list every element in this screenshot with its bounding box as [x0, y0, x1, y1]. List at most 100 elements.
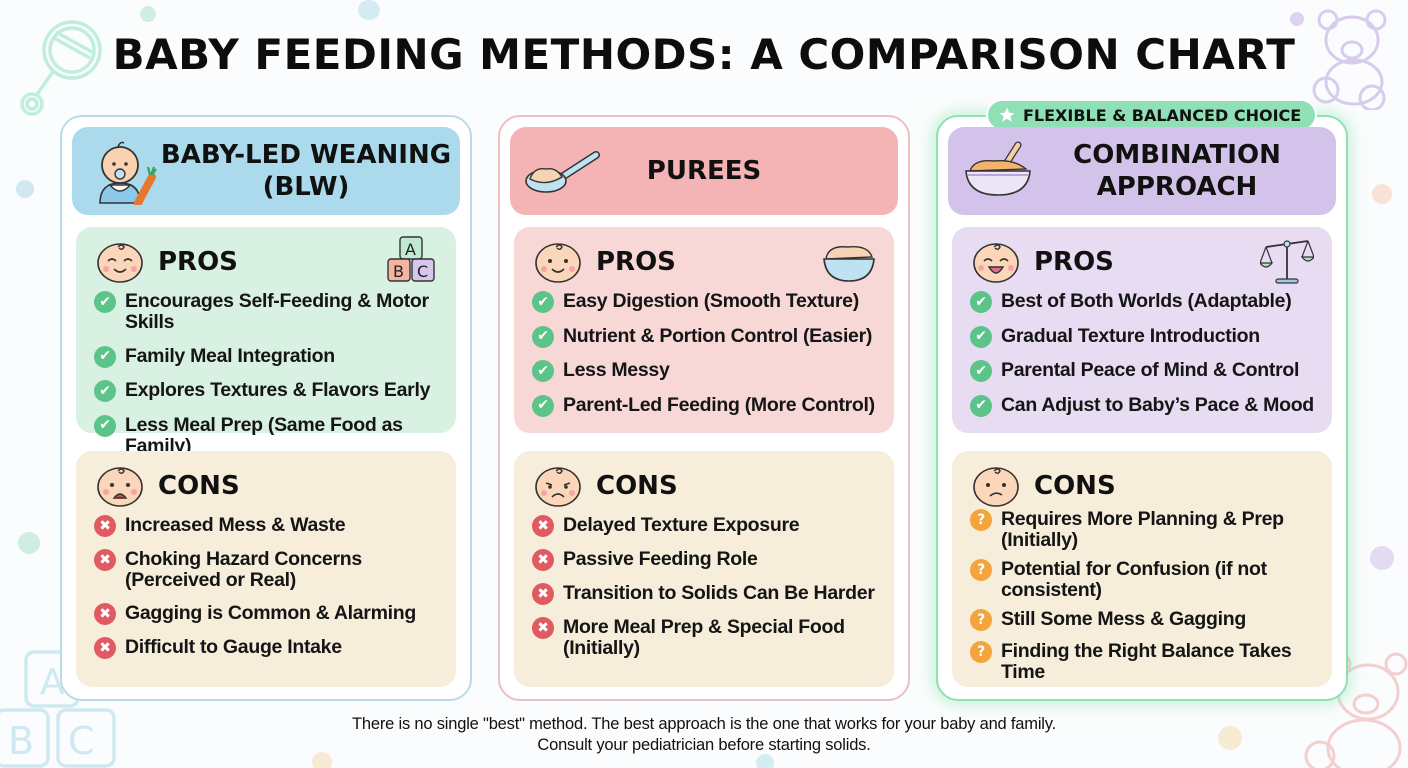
cons-list: ? Requires More Planning & Prep (Initiall… — [970, 509, 1316, 683]
check-icon: ✔ — [532, 291, 554, 313]
x-icon: ✖ — [532, 617, 554, 639]
pros-item: ✔ Gradual Texture Introduction — [970, 325, 1316, 348]
column-baby-led-weaning: BABY-LED WEANING (BLW) PROS A B C ✔ Encou… — [60, 115, 472, 701]
pros-item: ✔ Family Meal Integration — [94, 345, 440, 368]
unsure-baby-icon — [973, 467, 1019, 507]
cons-item: ? Finding the Right Balance Takes Time — [970, 641, 1316, 683]
cons-panel: CONS ✖ Delayed Texture Exposure ✖ Passive … — [514, 451, 894, 687]
cons-item: ? Requires More Planning & Prep (Initiall… — [970, 509, 1316, 551]
column-header: COMBINATION APPROACH — [948, 127, 1336, 215]
check-icon: ✔ — [94, 291, 116, 313]
svg-text:C: C — [417, 262, 428, 281]
pros-item: ✔ Can Adjust to Baby’s Pace & Mood — [970, 394, 1316, 417]
decor-dot — [1370, 546, 1394, 570]
cons-item: ✖ Delayed Texture Exposure — [532, 515, 878, 537]
cons-label: CONS — [596, 471, 678, 501]
check-icon: ✔ — [970, 291, 992, 313]
pros-item: ✔ Less Messy — [532, 360, 878, 382]
svg-text:B: B — [393, 262, 404, 281]
column-title: PUREES — [646, 156, 762, 186]
cons-item: ✖ More Meal Prep & Special Food (Initiall… — [532, 617, 878, 659]
cons-item: ✖ Increased Mess & Waste — [94, 515, 440, 537]
cons-item: ? Potential for Confusion (if not consist… — [970, 559, 1316, 601]
column-header: PUREES — [510, 127, 898, 215]
decor-dot — [16, 180, 34, 198]
cons-item: ✖ Transition to Solids Can Be Harder — [532, 583, 878, 605]
x-icon: ✖ — [532, 583, 554, 605]
check-icon: ✔ — [970, 360, 992, 382]
page-title: BABY FEEDING METHODS: A COMPARISON CHART — [112, 30, 1296, 79]
check-icon: ✔ — [532, 325, 554, 348]
cons-item: ✖ Passive Feeding Role — [532, 549, 878, 571]
star-icon — [999, 107, 1015, 122]
check-icon: ✔ — [970, 325, 992, 348]
check-icon: ✔ — [970, 394, 992, 417]
pros-item: ✔ Explores Textures & Flavors Early — [94, 380, 440, 402]
svg-text:B: B — [8, 719, 34, 763]
recommended-badge: FLEXIBLE & BALANCED CHOICE — [986, 99, 1318, 131]
pros-label: PROS — [158, 247, 238, 277]
cons-list: ✖ Delayed Texture Exposure ✖ Passive Feedi… — [532, 515, 878, 659]
decor-dot — [140, 6, 156, 22]
rattle-icon — [20, 20, 102, 116]
decor-dot — [312, 752, 332, 768]
decor-dot — [1372, 184, 1392, 204]
laughing-baby-icon — [973, 243, 1019, 283]
happy-baby-icon — [97, 243, 143, 283]
svg-text:A: A — [405, 240, 416, 259]
cons-item: ✖ Gagging is Common & Alarming — [94, 603, 440, 625]
decor-dot — [1290, 12, 1304, 26]
pros-list: ✔ Best of Both Worlds (Adaptable) ✔ Gradua… — [970, 291, 1316, 417]
question-icon: ? — [970, 559, 992, 581]
cons-item: ✖ Difficult to Gauge Intake — [94, 637, 440, 659]
svg-text:C: C — [68, 719, 95, 763]
decor-dot — [756, 754, 774, 768]
pros-list: ✔ Easy Digestion (Smooth Texture) ✔ Nutrie… — [532, 291, 878, 417]
question-icon: ? — [970, 609, 992, 631]
cons-label: CONS — [1034, 471, 1116, 501]
cons-label: CONS — [158, 471, 240, 501]
decor-dot — [358, 0, 380, 20]
check-icon: ✔ — [94, 345, 116, 368]
bowl-with-spoon-icon — [965, 141, 1031, 196]
spoon-with-puree-icon — [525, 151, 600, 193]
column-title: COMBINATION APPROACH — [1073, 140, 1281, 202]
smiling-baby-icon — [535, 243, 581, 283]
x-icon: ✖ — [94, 637, 116, 659]
check-icon: ✔ — [94, 380, 116, 402]
question-icon: ? — [970, 641, 992, 663]
frowning-baby-icon — [535, 467, 581, 507]
cons-panel: CONS ? Requires More Planning & Prep (Ini… — [952, 451, 1332, 687]
balance-scale-icon — [1260, 240, 1314, 284]
teddy-bear-icon — [1312, 9, 1387, 110]
puree-bowl-icon — [823, 246, 875, 282]
x-icon: ✖ — [94, 603, 116, 625]
check-icon: ✔ — [94, 414, 116, 437]
baby-with-carrot-icon — [99, 141, 157, 205]
x-icon: ✖ — [94, 515, 116, 537]
column-combination-approach: FLEXIBLE & BALANCED CHOICE COMBINATION A… — [936, 99, 1348, 701]
question-icon: ? — [970, 509, 992, 531]
pros-panel: PROS ✔ Easy Digestion (Smooth Texture) ✔ N… — [514, 227, 894, 433]
footer-note: There is no single "best" method. The be… — [352, 715, 1056, 754]
pros-item: ✔ Nutrient & Portion Control (Easier) — [532, 325, 878, 348]
pros-item: ✔ Easy Digestion (Smooth Texture) — [532, 291, 878, 313]
abc-blocks-decor-icon: A B C — [0, 650, 116, 768]
decor-dot — [1218, 726, 1242, 750]
check-icon: ✔ — [532, 360, 554, 382]
pros-item: ✔ Less Meal Prep (Same Food as Family) — [94, 414, 440, 457]
column-header: BABY-LED WEANING (BLW) — [72, 127, 460, 215]
pros-item: ✔ Best of Both Worlds (Adaptable) — [970, 291, 1316, 313]
check-icon: ✔ — [532, 394, 554, 417]
pros-label: PROS — [1034, 247, 1114, 277]
cons-item: ? Still Some Mess & Gagging — [970, 609, 1316, 631]
pros-item: ✔ Parent-Led Feeding (More Control) — [532, 394, 878, 417]
pros-list: ✔ Encourages Self-Feeding & Motor Skills … — [94, 291, 440, 457]
cons-item: ✖ Choking Hazard Concerns (Perceived or R… — [94, 549, 440, 591]
column-title: BABY-LED WEANING (BLW) — [160, 140, 452, 202]
x-icon: ✖ — [532, 549, 554, 571]
column-purees: PUREES PROS ✔ Easy Digestion (Smooth Text… — [498, 115, 910, 701]
x-icon: ✖ — [532, 515, 554, 537]
worried-baby-icon — [97, 467, 143, 507]
abc-blocks-icon: A B C — [387, 236, 435, 282]
